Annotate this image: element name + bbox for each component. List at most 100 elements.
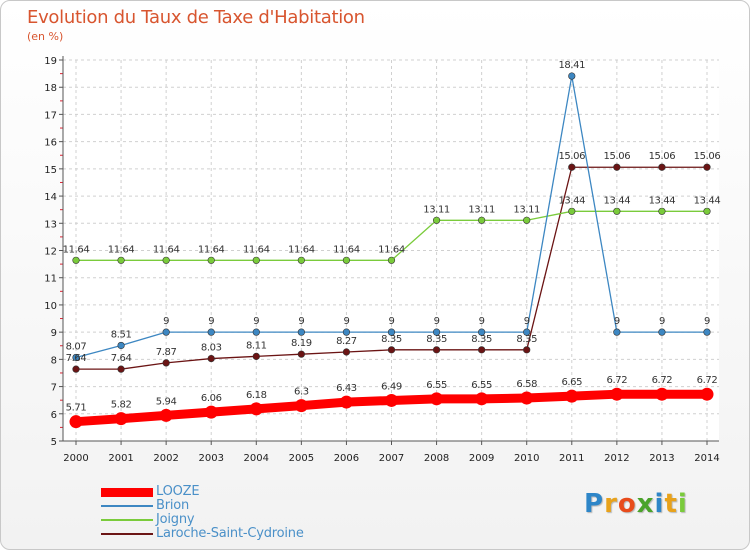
data-label: 8.11 bbox=[246, 340, 267, 351]
y-tick-label: 19 bbox=[44, 56, 57, 67]
data-label: 5.82 bbox=[111, 400, 132, 411]
data-label: 9 bbox=[253, 316, 259, 327]
y-tick-label: 17 bbox=[44, 110, 57, 121]
data-point bbox=[700, 387, 714, 401]
data-point bbox=[342, 256, 351, 264]
data-point bbox=[72, 256, 80, 264]
data-point bbox=[432, 216, 441, 224]
data-point bbox=[478, 216, 486, 224]
data-point bbox=[385, 393, 398, 407]
data-label: 7.64 bbox=[111, 353, 132, 364]
data-label: 8.35 bbox=[426, 334, 447, 345]
data-label: 8.19 bbox=[291, 338, 312, 349]
data-point bbox=[520, 391, 534, 405]
legend-swatch bbox=[101, 487, 153, 497]
x-tick-label: 2011 bbox=[559, 453, 584, 464]
data-label: 6.06 bbox=[201, 393, 222, 404]
y-tick-label: 13 bbox=[44, 219, 57, 230]
x-tick-label: 2006 bbox=[334, 453, 359, 464]
data-point bbox=[478, 328, 486, 336]
data-label: 9 bbox=[524, 316, 530, 327]
data-point bbox=[162, 359, 170, 367]
data-point bbox=[207, 328, 215, 336]
data-point bbox=[204, 405, 218, 419]
y-tick-label: 15 bbox=[44, 165, 57, 176]
data-point bbox=[655, 387, 669, 401]
data-label: 13.11 bbox=[423, 204, 450, 215]
data-label: 6.58 bbox=[516, 379, 537, 390]
data-point bbox=[387, 346, 396, 354]
data-point bbox=[523, 328, 531, 336]
data-label: 9 bbox=[614, 316, 620, 327]
data-point bbox=[432, 328, 441, 336]
data-point bbox=[432, 346, 441, 354]
y-tick-label: 6 bbox=[51, 410, 57, 421]
data-point bbox=[69, 415, 83, 429]
data-point bbox=[117, 256, 125, 264]
data-label: 8.35 bbox=[381, 334, 402, 345]
y-tick-label: 10 bbox=[44, 301, 57, 312]
data-point bbox=[159, 408, 173, 422]
data-point bbox=[568, 163, 576, 171]
logo-letter: r bbox=[604, 489, 618, 519]
data-point bbox=[339, 395, 353, 409]
data-point bbox=[162, 256, 170, 264]
data-label: 11.64 bbox=[198, 244, 225, 255]
x-tick-label: 2005 bbox=[289, 453, 314, 464]
data-point bbox=[297, 350, 305, 358]
data-label: 9 bbox=[298, 316, 304, 327]
data-point bbox=[117, 365, 125, 373]
data-point bbox=[117, 341, 125, 350]
data-point bbox=[342, 348, 351, 356]
data-point bbox=[294, 399, 308, 413]
data-point bbox=[162, 328, 170, 336]
y-tick-label: 5 bbox=[51, 437, 57, 448]
y-tick-label: 11 bbox=[44, 274, 57, 285]
data-point bbox=[430, 392, 444, 406]
data-label: 8.35 bbox=[471, 334, 492, 345]
y-tick-label: 8 bbox=[51, 355, 57, 366]
data-point bbox=[387, 328, 396, 336]
data-label: 6.55 bbox=[471, 380, 492, 391]
logo-letter: x bbox=[636, 489, 655, 519]
data-label: 13.44 bbox=[649, 195, 676, 206]
data-point bbox=[568, 207, 576, 215]
y-tick-label: 12 bbox=[44, 247, 57, 258]
data-point bbox=[387, 256, 396, 264]
data-label: 9 bbox=[343, 316, 349, 327]
data-point bbox=[613, 328, 621, 336]
data-label: 9 bbox=[434, 316, 440, 327]
data-label: 8.35 bbox=[516, 334, 537, 345]
data-point bbox=[703, 163, 711, 171]
data-label: 9 bbox=[208, 316, 214, 327]
data-label: 15.06 bbox=[649, 151, 676, 162]
x-tick-label: 2004 bbox=[244, 453, 269, 464]
data-point bbox=[478, 346, 486, 354]
y-tick-label: 18 bbox=[44, 83, 57, 94]
data-point bbox=[252, 328, 260, 336]
x-tick-label: 2002 bbox=[153, 453, 178, 464]
data-point bbox=[565, 389, 579, 403]
data-point bbox=[523, 216, 531, 224]
data-label: 11.64 bbox=[288, 244, 315, 255]
legend-label: LOOZE bbox=[156, 484, 200, 499]
legend: LOOZE Brion Joigny Laroche-Saint-Cydroine bbox=[101, 484, 361, 541]
data-label: 6.72 bbox=[652, 375, 673, 386]
data-label: 8.03 bbox=[201, 343, 222, 354]
data-label: 11.64 bbox=[108, 244, 135, 255]
y-tick-label: 14 bbox=[44, 192, 57, 203]
data-label: 9 bbox=[479, 316, 485, 327]
data-point bbox=[568, 72, 576, 80]
logo-letter: i bbox=[654, 489, 665, 519]
data-label: 13.11 bbox=[468, 204, 495, 215]
data-label: 5.94 bbox=[156, 396, 177, 407]
data-label: 11.64 bbox=[63, 244, 90, 255]
x-tick-label: 2007 bbox=[379, 453, 404, 464]
data-label: 9 bbox=[704, 316, 710, 327]
data-label: 11.64 bbox=[243, 244, 270, 255]
data-point bbox=[613, 207, 621, 215]
legend-swatch bbox=[101, 533, 153, 535]
data-label: 13.11 bbox=[513, 204, 540, 215]
